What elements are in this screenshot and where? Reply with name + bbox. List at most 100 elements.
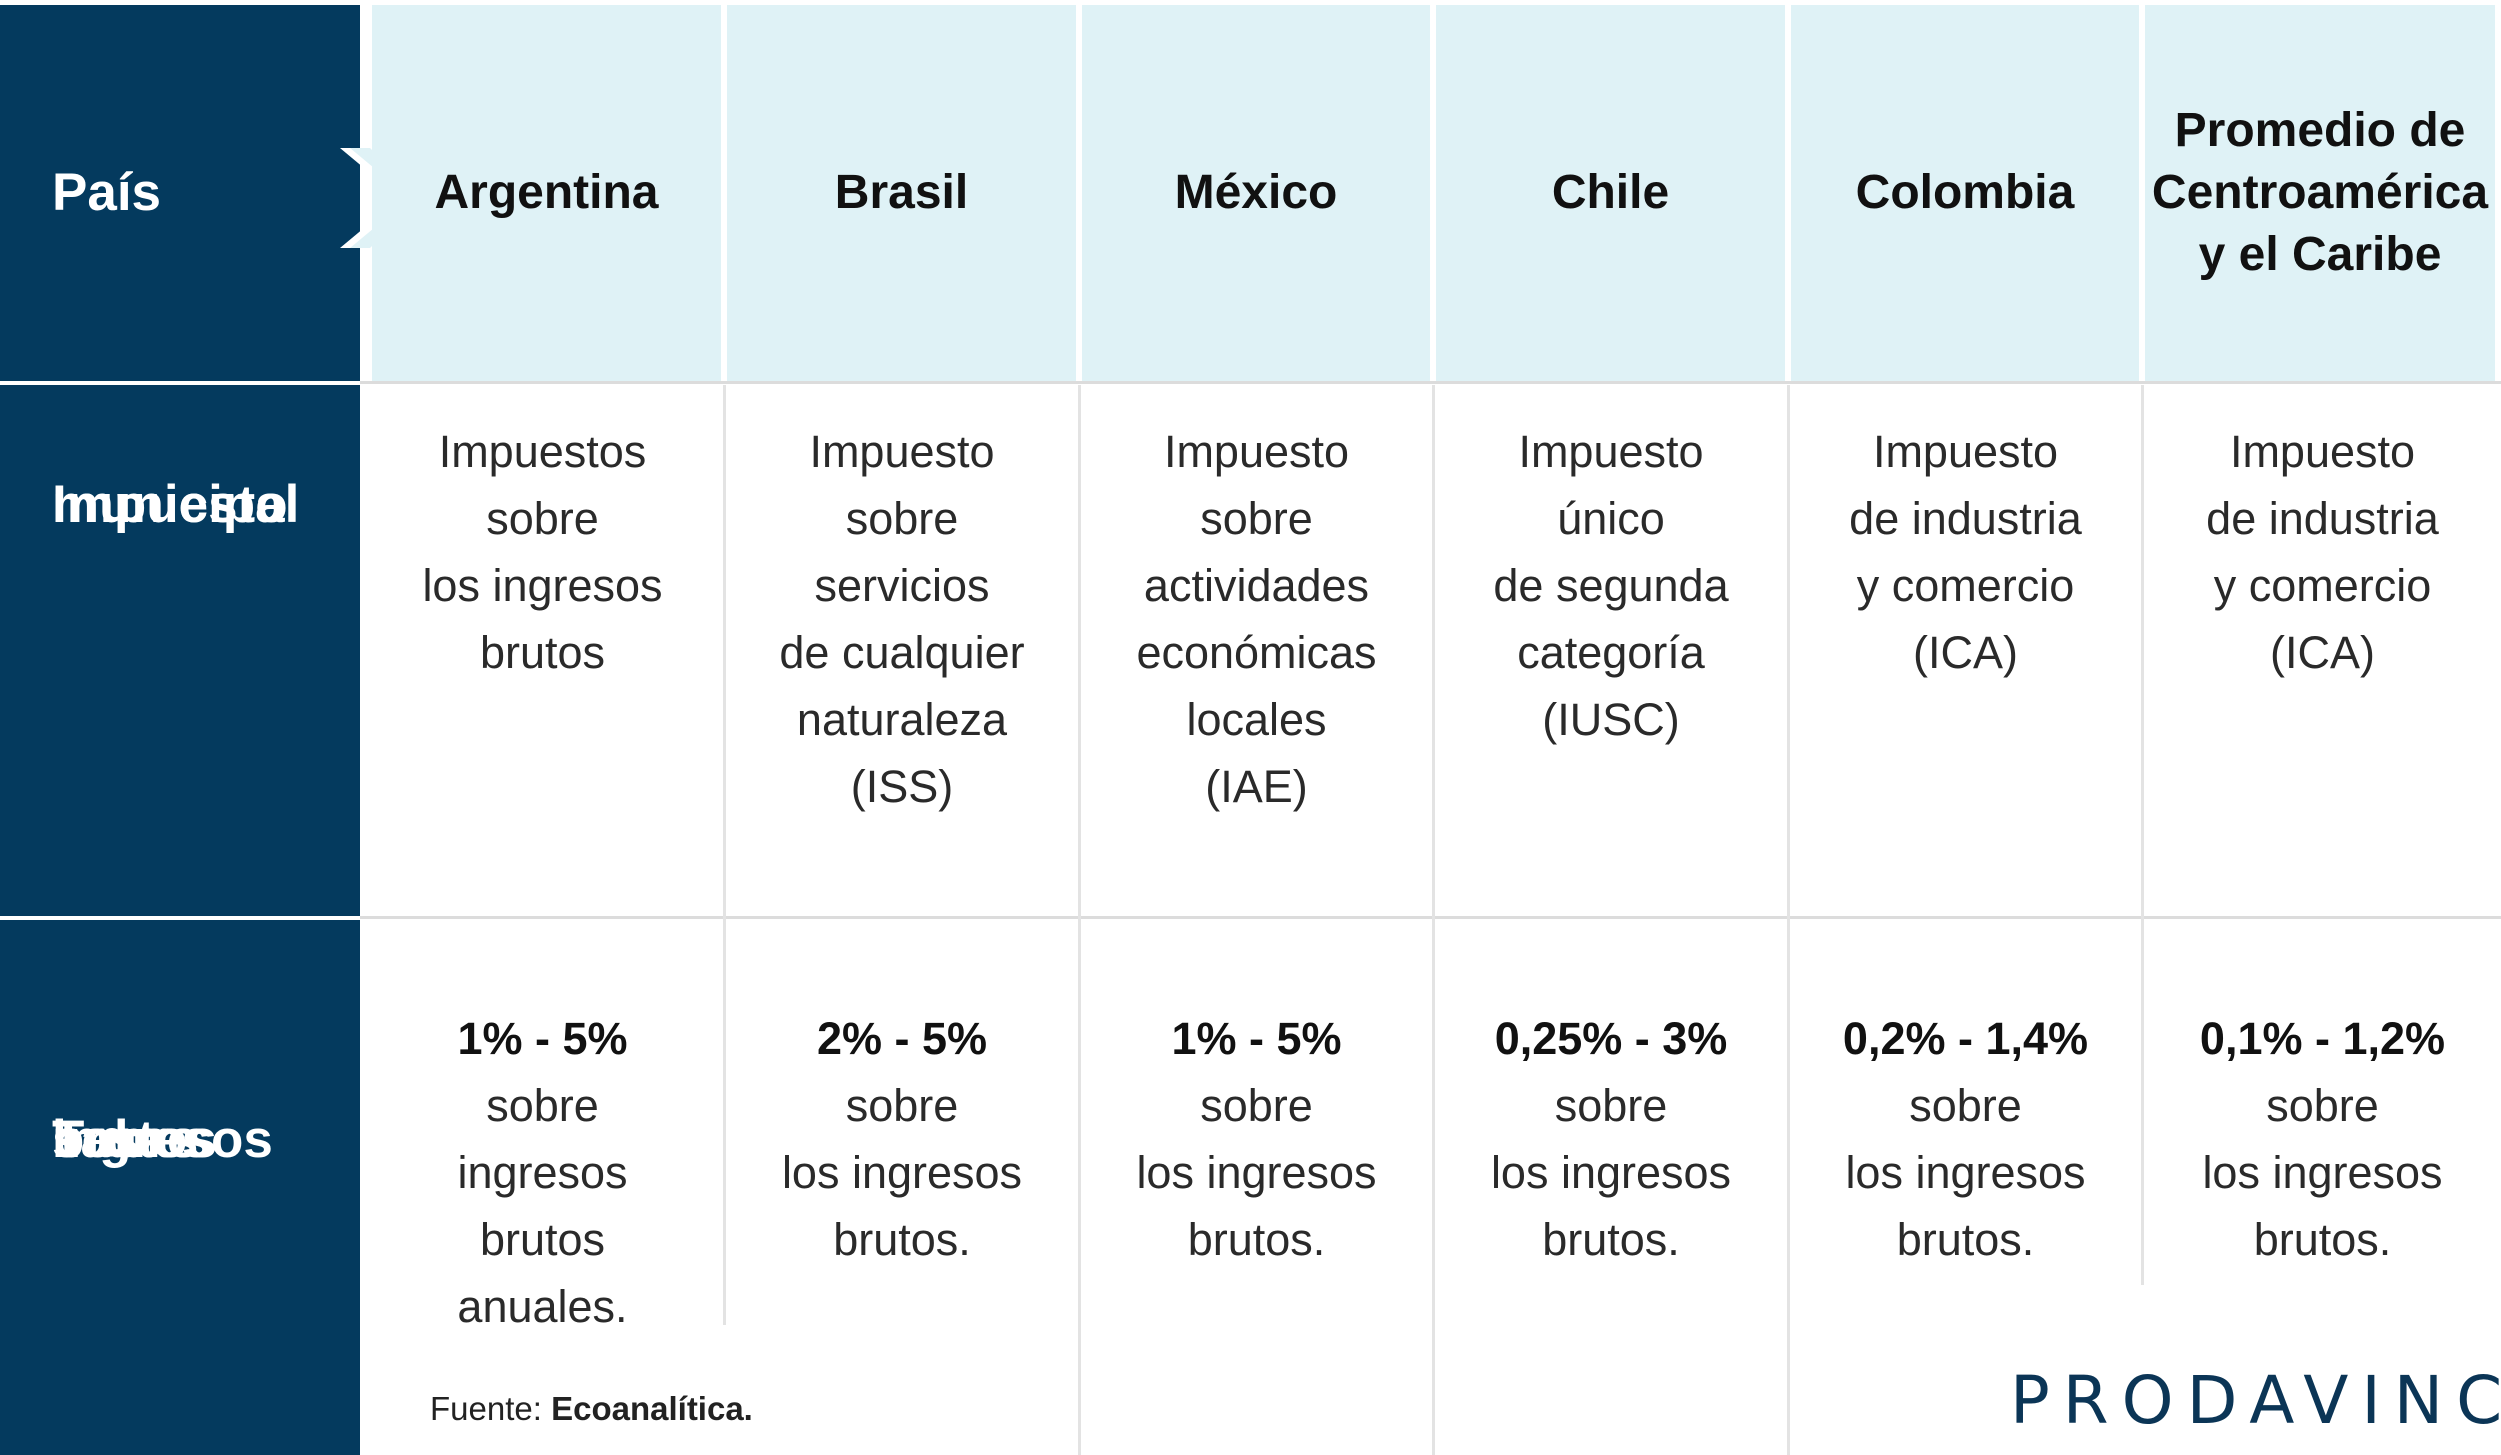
tax-line: brutos [479,627,606,678]
tax-line: locales [1186,694,1327,745]
tax-line: los ingresos [422,560,663,611]
column-header-mexico: México [1082,5,1430,381]
tax-line: Impuesto [809,426,995,477]
column-divider [1078,385,1081,1455]
column-divider [1787,385,1790,1455]
tax-line: de cualquier [779,627,1025,678]
source-label: Fuente: [430,1390,542,1427]
tax-line: Impuesto [1518,426,1704,477]
rate-line: ingresos [457,1147,628,1198]
column-header-chile: Chile [1436,5,1785,381]
row-divider [360,381,2501,384]
tax-line: único [1557,493,1665,544]
rate-value: 0,1% - 1,2% [2199,1013,2446,1064]
tax-line: Impuesto [1163,426,1350,477]
tax-line: sobre [845,493,959,544]
rate-line: brutos [479,1214,606,1265]
row-header-country: País [0,5,360,381]
column-header-argentina: Argentina [372,5,721,381]
tax-line: (IUSC) [1542,694,1680,745]
rate-line: sobre [2266,1080,2379,1131]
row-header-rates-line: Tasas [52,1110,199,1169]
tax-line: y comercio [2213,560,2432,611]
rate-line: brutos. [833,1214,971,1265]
rate-value: 0,2% - 1,4% [1842,1013,2089,1064]
rate-value: 2% - 5% [816,1013,988,1064]
tax-line: sobre [1200,493,1313,544]
row-header-tax-line: municipal [52,475,300,534]
rate-line: brutos. [1896,1214,2035,1265]
row-header-rates: Tasas sobre ingresos brutos [0,920,360,1455]
column-divider [1432,385,1435,1455]
rate-line: sobre [1909,1080,2022,1131]
tax-line: (ISS) [850,761,954,812]
row-header-tax-line: Impuesto [52,475,288,534]
rate-value: 0,25% - 3% [1494,1013,1728,1064]
rate-line: los ingresos [1845,1147,2086,1198]
tax-cell-colombia: Impuesto de industria y comercio (ICA) [1790,418,2141,686]
tax-line: económicas [1136,627,1377,678]
tax-line: categoría [1517,627,1705,678]
source-note: Fuente: Ecoanalítica. [430,1390,753,1428]
column-header-centroamerica: Promedio de Centroamérica y el Caribe [2145,5,2495,381]
tax-cell-chile: Impuesto único de segunda categoría (IUS… [1435,418,1787,753]
rate-line: los ingresos [1136,1147,1377,1198]
tax-cell-argentina: Impuestos sobre los ingresos brutos [362,418,723,686]
row-header-rates-line: sobre [52,1110,197,1169]
row-header-tax: Impuesto municipal [0,385,360,916]
row-header-country-label: País [52,163,162,222]
rate-cell-argentina: 1% - 5% sobre ingresos brutos anuales. [362,1005,723,1340]
rate-cell-chile: 0,25% - 3% sobre los ingresos brutos. [1435,1005,1787,1273]
rate-line: brutos. [1542,1214,1680,1265]
row-header-rates-line: brutos [52,1110,217,1169]
tax-line: sobre [486,493,599,544]
rate-line: sobre [845,1080,959,1131]
tax-line: Impuesto [2229,426,2416,477]
column-header-label: México [1174,166,1338,219]
prodavinci-logo: PRODAVINCI [2010,1362,2501,1439]
tax-line: Impuesto [1872,426,2059,477]
tax-line: actividades [1143,560,1370,611]
column-header-label: Centroamérica [2151,166,2489,219]
column-header-label: Colombia [1855,166,2075,219]
tax-line: (IAE) [1205,761,1308,812]
rate-line: sobre [486,1080,599,1131]
tax-line: servicios [814,560,990,611]
column-divider [2141,385,2144,1285]
tax-line: de segunda [1493,560,1729,611]
column-header-label: y el Caribe [2198,228,2442,281]
row-divider [360,916,2501,919]
column-divider [723,385,726,1325]
tax-line: de industria [1849,493,2082,544]
rate-line: sobre [1554,1080,1668,1131]
rate-line: sobre [1200,1080,1313,1131]
rate-line: los ingresos [781,1147,1023,1198]
rate-line: los ingresos [1490,1147,1732,1198]
tax-cell-mexico: Impuesto sobre actividades económicas lo… [1081,418,1432,820]
rate-cell-centroamerica: 0,1% - 1,2% sobre los ingresos brutos. [2144,1005,2501,1273]
rate-cell-colombia: 0,2% - 1,4% sobre los ingresos brutos. [1790,1005,2141,1273]
rate-line: brutos. [2253,1214,2392,1265]
column-header-label: Promedio de [2174,104,2466,157]
tax-line: Impuestos [438,426,647,477]
tax-cell-centroamerica: Impuesto de industria y comercio (ICA) [2144,418,2501,686]
rate-cell-mexico: 1% - 5% sobre los ingresos brutos. [1081,1005,1432,1273]
rate-line: brutos. [1187,1214,1326,1265]
tax-cell-brasil: Impuesto sobre servicios de cualquier na… [726,418,1078,820]
rate-value: 1% - 5% [1171,1013,1342,1064]
column-header-brasil: Brasil [727,5,1076,381]
tax-line: y comercio [1856,560,2075,611]
column-header-label: Argentina [434,166,659,219]
tax-line: (ICA) [1913,627,2018,678]
column-header-label: Brasil [834,166,969,219]
column-header-colombia: Colombia [1791,5,2139,381]
rate-cell-brasil: 2% - 5% sobre los ingresos brutos. [726,1005,1078,1273]
rate-value: 1% - 5% [457,1013,628,1064]
column-header-label: Chile [1551,166,1670,219]
source-value: Ecoanalítica. [551,1390,753,1427]
row-header-rates-line: ingresos [52,1110,273,1169]
rate-line: los ingresos [2202,1147,2443,1198]
tax-line: naturaleza [796,694,1008,745]
tax-line: de industria [2206,493,2439,544]
